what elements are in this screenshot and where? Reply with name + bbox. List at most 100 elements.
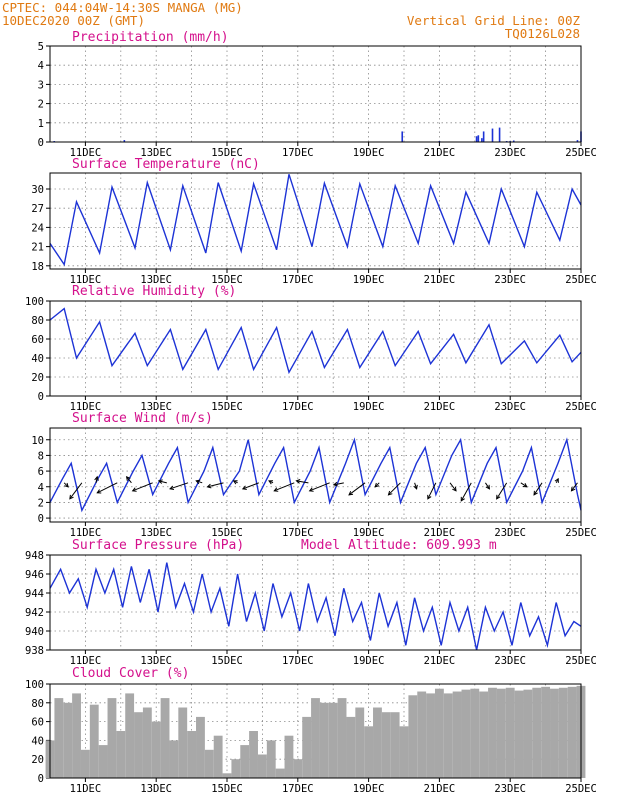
wind-arrow <box>460 482 472 502</box>
wind-arrow-head <box>554 477 559 483</box>
wind-arrow <box>485 482 490 490</box>
wind-xtick-label: 17DEC <box>282 527 314 539</box>
wind-arrow <box>414 482 418 489</box>
rh-xtick-label: 13DEC <box>140 401 172 413</box>
wind-arrow-head <box>268 480 274 485</box>
precip-frame <box>49 45 582 143</box>
pressure-xtick-label: 23DEC <box>494 655 526 667</box>
cloud-area-bar <box>417 691 427 778</box>
wind-arrow-head <box>348 490 354 496</box>
cloud-ytick-label: 80 <box>31 698 44 710</box>
precip-bar <box>512 140 515 142</box>
cloud-ytick-label: 100 <box>25 679 44 691</box>
wind-frame <box>49 427 582 523</box>
cloud-area-bar <box>408 695 418 778</box>
wind-arrow <box>274 482 295 492</box>
precip-bar <box>491 128 494 142</box>
cloud-area-bar <box>284 735 294 778</box>
wind-ytick-label: 0 <box>38 513 44 525</box>
temp-xtick-label: 11DEC <box>70 274 102 286</box>
wind-arrow-head <box>332 481 338 487</box>
rh-ytick-label: 80 <box>31 315 44 327</box>
cloud-area-bar <box>426 693 435 778</box>
temp-ytick-label: 18 <box>31 261 44 273</box>
cloud-area-bar <box>390 712 400 778</box>
temp-ytick-label: 24 <box>31 222 44 234</box>
pressure-frame <box>49 554 582 651</box>
precip-bar <box>477 135 480 142</box>
precip-ytick-label: 1 <box>38 118 44 130</box>
wind-arrow <box>296 480 309 484</box>
pressure-xtick-label: 11DEC <box>70 655 102 667</box>
rh-xtick-label: 19DEC <box>353 401 385 413</box>
cloud-area-bar <box>169 740 179 778</box>
cloud-ytick-label: 40 <box>31 735 44 747</box>
cloud-area-bar <box>399 726 409 778</box>
wind-xtick-label: 21DEC <box>424 527 456 539</box>
wind-arrow-head <box>206 483 212 489</box>
cloud-area-bar <box>63 702 73 778</box>
precip-bar <box>576 140 579 142</box>
temp-ytick-label: 30 <box>31 184 44 196</box>
rh-xtick-label: 21DEC <box>424 401 456 413</box>
cloud-area-bar <box>346 716 356 778</box>
pressure-xtick-label: 21DEC <box>424 655 456 667</box>
cloud-xtick-label: 15DEC <box>211 783 243 795</box>
wind-xtick-label: 11DEC <box>70 527 102 539</box>
rh-ytick-label: 60 <box>31 334 44 346</box>
wind-arrow-head <box>94 475 99 481</box>
precip-xtick-label: 21DEC <box>424 147 456 159</box>
pressure-xtick-label: 17DEC <box>282 655 314 667</box>
cloud-area-bar <box>196 716 205 778</box>
cloud-area-bar <box>178 707 188 778</box>
precip-ytick-label: 4 <box>38 60 44 72</box>
wind-arrow-head <box>413 484 418 490</box>
temp-ytick-label: 27 <box>31 203 44 215</box>
header-model-id: TQ0126L028 <box>505 26 580 41</box>
wind-ytick-label: 2 <box>38 497 44 509</box>
wind-arrow <box>348 482 366 496</box>
precip-ytick-label: 0 <box>38 137 44 149</box>
cloud-area-bar <box>107 698 117 778</box>
precip-bar <box>498 127 501 142</box>
header-date: 10DEC2020 00Z (GMT) <box>2 13 145 28</box>
wind-arrow <box>97 482 118 494</box>
rh-xtick-label: 17DEC <box>282 401 314 413</box>
rh-series-line <box>49 307 582 375</box>
precip-xtick-label: 15DEC <box>211 147 243 159</box>
rh-ytick-label: 0 <box>38 391 44 403</box>
cloud-area-bar <box>142 707 152 778</box>
header-grid-note: Vertical Grid Line: 00Z <box>407 13 581 28</box>
pressure-ytick-label: 948 <box>25 550 44 562</box>
precip-ytick-label: 2 <box>38 99 44 111</box>
pressure-xtick-label: 25DEC <box>565 655 597 667</box>
cloud-area-bar <box>231 759 241 778</box>
pressure-ytick-label: 940 <box>25 626 44 638</box>
precip-xtick-label: 25DEC <box>565 147 597 159</box>
temp-xtick-label: 17DEC <box>282 274 314 286</box>
cloud-ytick-label: 60 <box>31 717 44 729</box>
wind-xtick-label: 19DEC <box>353 527 385 539</box>
cloud-xtick-label: 25DEC <box>565 783 597 795</box>
cloud-xtick-label: 13DEC <box>140 783 172 795</box>
wind-arrow-head <box>308 487 314 492</box>
cloud-panel: 0 20 40 60 80 100 11DEC 13DEC 15DEC 17DEC 19DEC 21D… <box>25 679 597 795</box>
wind-arrow-head <box>570 486 576 492</box>
rh-xtick-label: 11DEC <box>70 401 102 413</box>
cloud-area-bar <box>567 686 577 778</box>
wind-arrow-head <box>533 490 538 496</box>
wind-arrow-head <box>273 487 279 492</box>
wind-arrow-head <box>125 476 131 481</box>
precip-xtick-label: 19DEC <box>353 147 385 159</box>
rh-xtick-label: 23DEC <box>494 401 526 413</box>
cloud-area-bar <box>72 693 81 778</box>
cloud-area-bar <box>337 698 347 778</box>
cloud-area-bar <box>302 716 312 778</box>
cloud-area-bar <box>187 731 197 778</box>
cloud-area-bar <box>222 773 232 778</box>
rh-frame <box>49 300 582 397</box>
wind-arrow-head <box>131 487 137 492</box>
precip-xtick-label: 11DEC <box>70 147 102 159</box>
wind-arrow-head <box>232 480 238 485</box>
cloud-area-bar <box>381 712 391 778</box>
